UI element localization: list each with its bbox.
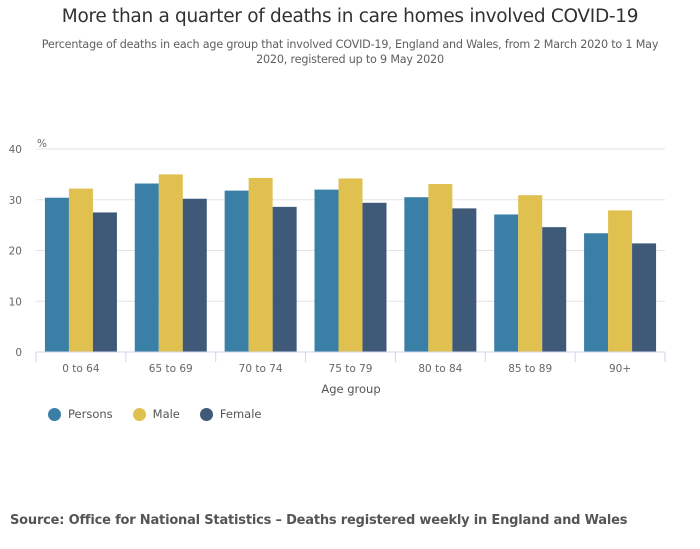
x-tick-label: 75 to 79 <box>329 363 373 375</box>
bar-female-3[interactable] <box>362 202 387 352</box>
x-tick-label: 0 to 64 <box>62 363 100 375</box>
bar-persons-5[interactable] <box>494 214 519 352</box>
bar-female-5[interactable] <box>542 227 567 352</box>
bar-female-4[interactable] <box>452 208 477 352</box>
bar-persons-2[interactable] <box>224 190 249 352</box>
legend-item-persons[interactable]: Persons <box>48 407 113 421</box>
bar-persons-3[interactable] <box>314 189 339 352</box>
bar-female-0[interactable] <box>92 212 117 352</box>
x-tick-label: 65 to 69 <box>149 363 193 375</box>
bar-male-6[interactable] <box>608 210 633 352</box>
x-tick-label: 85 to 89 <box>508 363 552 375</box>
legend: Persons Male Female <box>48 407 261 421</box>
y-tick-label: 30 <box>9 195 22 207</box>
chart-title: More than a quarter of deaths in care ho… <box>61 6 639 27</box>
x-axis-title: Age group <box>321 382 380 396</box>
y-tick-label: 0 <box>15 347 22 359</box>
legend-label: Female <box>219 407 262 421</box>
x-tick-label: 70 to 74 <box>239 363 283 375</box>
x-axis: 0 to 64 65 to 69 70 to 74 75 to 79 80 to 84 8… <box>35 351 666 375</box>
legend-label: Persons <box>68 407 113 421</box>
bar-male-3[interactable] <box>338 178 363 352</box>
x-tick-label: 90+ <box>609 363 631 375</box>
legend-swatch-icon <box>132 407 146 421</box>
bar-female-2[interactable] <box>272 206 297 352</box>
y-tick-label: 10 <box>9 296 22 308</box>
bar-persons-6[interactable] <box>584 233 609 352</box>
y-axis-unit-label: % <box>37 138 47 150</box>
legend-swatch-icon <box>48 407 61 421</box>
bar-male-4[interactable] <box>428 184 453 352</box>
chart-subtitle: Percentage of deaths in each age group t… <box>41 38 659 66</box>
source-note: Source: Office for National Statistics –… <box>10 513 628 528</box>
bar-persons-0[interactable] <box>44 197 69 352</box>
bar-female-1[interactable] <box>182 198 207 352</box>
legend-swatch-icon <box>199 407 213 421</box>
legend-label: Male <box>152 407 180 421</box>
legend-item-male[interactable]: Male <box>132 407 180 421</box>
y-tick-label: 20 <box>9 246 22 258</box>
bar-persons-4[interactable] <box>404 197 429 352</box>
y-tick-label: 40 <box>9 144 22 156</box>
y-axis-ticks: 0 10 20 30 40 <box>9 144 22 359</box>
bar-male-0[interactable] <box>68 188 93 352</box>
bar-male-1[interactable] <box>158 174 183 352</box>
bar-male-5[interactable] <box>518 195 543 352</box>
legend-item-female[interactable]: Female <box>199 407 262 421</box>
x-tick-label: 80 to 84 <box>418 363 462 375</box>
bar-male-2[interactable] <box>248 177 273 352</box>
bar-female-6[interactable] <box>632 243 657 352</box>
bars <box>44 174 657 352</box>
bar-persons-1[interactable] <box>134 183 159 352</box>
